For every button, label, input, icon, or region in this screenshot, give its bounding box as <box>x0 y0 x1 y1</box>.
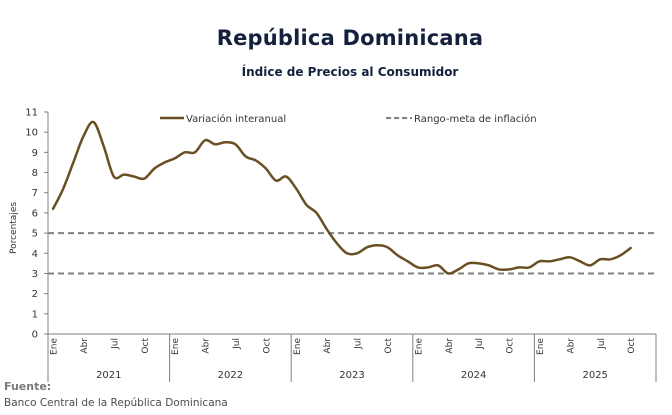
x-tick-label: Jul <box>110 338 120 350</box>
y-tick-label: 6 <box>32 208 38 219</box>
y-tick-label: 9 <box>32 148 38 159</box>
year-label: 2023 <box>339 370 364 381</box>
x-tick-label: Ene <box>536 338 546 355</box>
year-label: 2025 <box>582 370 607 381</box>
x-tick-label: Ene <box>293 338 303 355</box>
y-tick-label: 5 <box>32 229 38 240</box>
source-text: Banco Central de la República Dominicana <box>4 397 228 409</box>
x-tick-label: Oct <box>384 338 394 354</box>
y-tick-label: 11 <box>25 108 38 119</box>
year-label: 2024 <box>461 370 486 381</box>
y-tick-label: 8 <box>32 168 38 179</box>
year-label: 2021 <box>96 370 121 381</box>
legend: Variación interanual Rango-meta de infla… <box>160 113 537 125</box>
x-tick-label: Abr <box>566 338 576 354</box>
legend-label-target[interactable]: Rango-meta de inflación <box>414 113 537 125</box>
x-tick-label: Oct <box>506 338 516 354</box>
x-tick-label: Ene <box>414 338 424 355</box>
y-tick-label: 10 <box>25 128 38 139</box>
target-band <box>48 232 656 275</box>
chart-title: República Dominicana <box>216 26 484 50</box>
y-tick-label: 0 <box>32 330 38 341</box>
x-tick-label: Jul <box>475 338 485 350</box>
x-tick-label: Abr <box>80 338 90 354</box>
source-label: Fuente: <box>4 380 52 393</box>
x-tick-label: Ene <box>171 338 181 355</box>
y-tick-label: 3 <box>32 269 38 280</box>
year-label: 2022 <box>218 370 243 381</box>
x-tick-label: Jul <box>232 338 242 350</box>
x-tick-label: Abr <box>202 338 212 354</box>
series-line-variacion-interanual <box>51 120 632 275</box>
chart-subtitle: Índice de Precios al Consumidor <box>241 65 459 79</box>
y-tick-label: 2 <box>32 289 38 300</box>
y-tick-label: 7 <box>32 188 38 199</box>
series-layer <box>51 120 632 275</box>
x-tick-label: Abr <box>323 338 333 354</box>
x-tick-label: Oct <box>627 338 637 354</box>
x-tick-label: Jul <box>597 338 607 350</box>
y-tick-label: 1 <box>32 309 38 320</box>
axes: 0 1 2 3 4 5 6 7 8 9 10 11 Ene Abr Jul Oct 2021 Ene Abr Jul O… <box>25 108 657 382</box>
x-tick-label: Oct <box>262 338 272 354</box>
x-tick-label: Oct <box>141 338 151 354</box>
x-tick-label: Ene <box>50 338 60 355</box>
x-tick-label: Jul <box>354 338 364 350</box>
x-tick-label: Abr <box>445 338 455 354</box>
legend-label-series[interactable]: Variación interanual <box>186 113 286 125</box>
y-tick-label: 4 <box>32 249 38 260</box>
y-axis-label: Porcentajes <box>9 202 19 254</box>
